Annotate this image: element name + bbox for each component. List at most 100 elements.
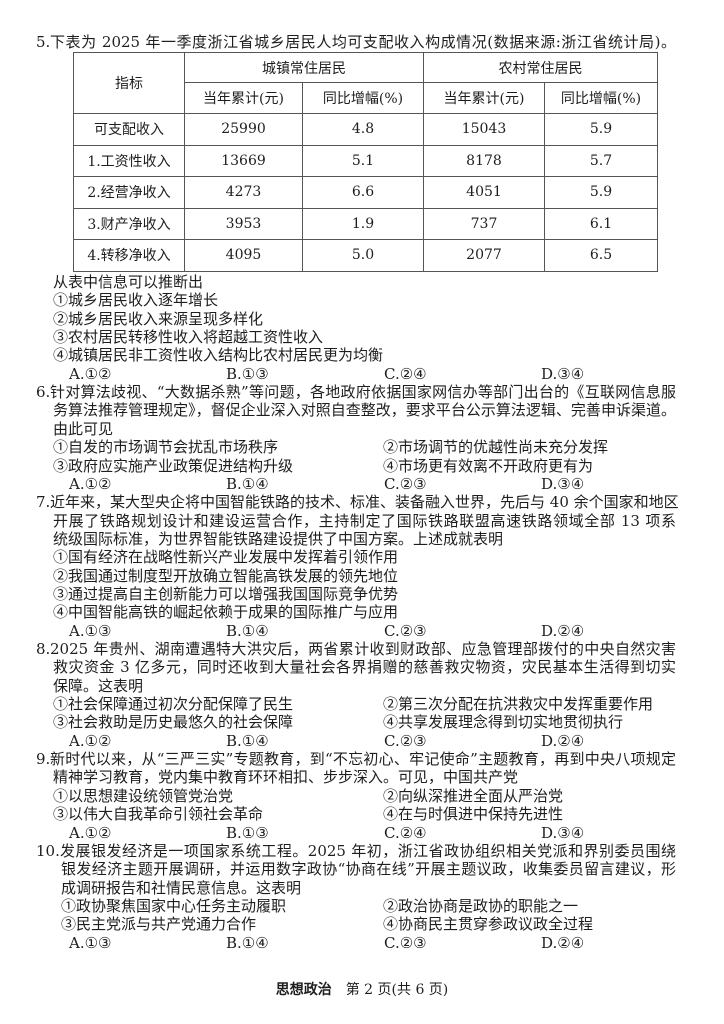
answer-choice[interactable]: C.②④ [384, 823, 427, 842]
question-stem: 针对算法歧视、“大数据杀熟”等问题，各地政府依据国家网信办等部门出台的《互联网信… [50, 383, 676, 402]
option-statement: ①政协聚焦国家中心任务主动履职 [61, 896, 287, 915]
table-cell: 2077 [423, 239, 545, 272]
option-statement: ②第三次分配在抗洪救灾中发挥重要作用 [383, 695, 654, 714]
question-stem: 救灾资金 3 亿多元，同时还收到大量社会各界捐赠的慈善救灾物资，灾民基本生活得到… [53, 658, 676, 677]
answer-choice[interactable]: D.②④ [541, 621, 585, 640]
question-stem-line: 6. 针对算法歧视、“大数据杀熟”等问题，各地政府依据国家网信办等部门出台的《互联… [0, 383, 724, 401]
answer-choices: A.①② B.①④ C.②③ D.②④ [0, 732, 724, 750]
question-stem-line: 9. 新时代以来，从“三严三实”专题教育，到“不忘初心、牢记使命”主题教育，再到中… [0, 750, 724, 768]
table-cell: 6.1 [544, 207, 658, 240]
answer-choice[interactable]: B.①③ [226, 823, 269, 842]
answer-choice[interactable]: A.①② [69, 474, 112, 493]
answer-choices: A.①③ B.①④ C.②③ D.②④ [0, 934, 724, 952]
table-group-header: 城镇常住居民 [184, 52, 424, 83]
answer-choice[interactable]: D.②④ [541, 933, 585, 952]
table-row: 3.财产净收入 3953 1.9 737 6.1 [73, 207, 658, 240]
question-stem-line: 开展了铁路规划设计和建设运营合作，主持制定了国际铁路联盟高速铁路领域全部 13 … [0, 512, 724, 530]
question-stem: 发展银发经济是一项国家系统工程。2025 年初，浙江省政协组织相关党派和界别委员… [60, 841, 676, 860]
option-statement: ③民主党派与共产党通力合作 [61, 915, 257, 934]
question-number: 7. [36, 493, 51, 512]
table-cell: 1.9 [302, 207, 424, 240]
option-statement: ④城镇居民非工资性收入结构比农村居民更为均衡 [53, 346, 384, 365]
answer-choice[interactable]: D.③④ [541, 364, 585, 383]
answer-choice[interactable]: C.②③ [384, 474, 427, 493]
table-cell: 5.0 [302, 239, 424, 272]
question-stem: 务算法推荐管理规定》，督促企业深入对照自查整改，要求平台公示算法逻辑、完善申诉渠… [53, 401, 676, 420]
question-stem-line: 银发经济主题开展调研，并运用数字政协“协商在线”开展主题议政，收集委员留言建议，… [0, 860, 724, 878]
option-statement: ③政府应实施产业政策促进结构升级 [53, 456, 294, 475]
table-row: 2.经营净收入 4273 6.6 4051 5.9 [73, 176, 658, 209]
option-statement: ④市场更有效离不开政府更有为 [383, 456, 594, 475]
table-cell: 6.6 [302, 176, 424, 209]
option-statement: ①以思想建设统领管党治党 [53, 786, 234, 805]
table-subheader: 同比增幅(%) [544, 82, 658, 114]
answer-choice[interactable]: B.①④ [226, 621, 269, 640]
row-label: 可支配收入 [73, 113, 185, 146]
question-stem-line: 务算法推荐管理规定》，督促企业深入对照自查整改，要求平台公示算法逻辑、完善申诉渠… [0, 401, 724, 419]
answer-choice[interactable]: C.②③ [384, 731, 427, 750]
question-stem-line: 成调研报告和社情民意信息。这表明 [0, 879, 724, 897]
table-cell: 8178 [423, 144, 545, 177]
table-cell: 13669 [184, 144, 303, 177]
answer-choice[interactable]: C.②③ [384, 933, 427, 952]
table-cell: 737 [423, 207, 545, 240]
answer-choice[interactable]: A.①② [69, 731, 112, 750]
table-cell: 5.9 [544, 176, 658, 209]
option-row: ④中国智能高铁的崛起依赖于成果的国际推广与应用 [0, 603, 724, 621]
option-row: ③通过提高自主创新能力可以增强我国国际竞争优势 [0, 585, 724, 603]
page-number: 第 2 页(共 6 页) [345, 982, 449, 998]
answer-choice[interactable]: A.①③ [69, 933, 112, 952]
option-statement: ①城乡居民收入逐年增长 [53, 291, 219, 310]
option-row: ③政府应实施产业政策促进结构升级 ④市场更有效离不开政府更有为 [0, 457, 724, 475]
row-label: 1.工资性收入 [73, 144, 185, 177]
answer-choice[interactable]: C.②③ [384, 621, 427, 640]
option-statement: ④共享发展理念得到切实地贯彻执行 [383, 713, 624, 732]
option-statement: ③通过提高自主创新能力可以增强我国国际竞争优势 [53, 584, 399, 603]
option-statement: ②我国通过制度型开放确立智能高铁发展的领先地位 [53, 566, 399, 585]
option-row: ③民主党派与共产党通力合作 ④协商民主贯穿参政议政全过程 [0, 915, 724, 933]
answer-choice[interactable]: C.②④ [384, 364, 427, 383]
answer-choice[interactable]: B.①④ [226, 731, 269, 750]
question-stem: 精神学习教育，党内集中教育环环相扣、步步深入。可见，中国共产党 [53, 768, 519, 787]
question-number: 9. [36, 750, 51, 769]
table-row: 可支配收入 25990 4.8 15043 5.9 [73, 113, 658, 146]
option-statement: ①社会保障通过初次分配保障了民生 [53, 695, 294, 714]
table-cell: 6.5 [544, 239, 658, 272]
question-stem: 成调研报告和社情民意信息。这表明 [61, 878, 302, 897]
row-label: 3.财产净收入 [73, 207, 185, 240]
table-cell: 25990 [184, 113, 303, 146]
answer-choice[interactable]: B.①③ [226, 364, 269, 383]
table-cell: 4051 [423, 176, 545, 209]
subject-name: 思想政治 [275, 982, 332, 998]
question-stem: 统级国际标准，为世界智能铁路建设提供了中国方案。上述成就表明 [53, 529, 504, 548]
answer-choices: A.①② B.①③ C.②④ D.③④ [0, 365, 724, 383]
answer-choice[interactable]: D.②④ [541, 731, 585, 750]
answer-choice[interactable]: B.①④ [226, 933, 269, 952]
answer-choice[interactable]: D.③④ [541, 474, 585, 493]
table-cell: 3953 [184, 207, 303, 240]
table-cell: 4.8 [302, 113, 424, 146]
option-statement: ①国有经济在战略性新兴产业发展中发挥着引领作用 [53, 548, 399, 567]
answer-choices: A.①③ B.①④ C.②③ D.②④ [0, 622, 724, 640]
question-stem-line: 8. 2025 年贵州、湖南遭遇特大洪灾后，两省累计收到财政部、应急管理部拨付的中… [0, 640, 724, 658]
question-stem: 近年来，某大型央企将中国智能铁路的技术、标准、装备融入世界，先后与 40 余个国… [50, 493, 679, 512]
question-stem-line: 10. 发展银发经济是一项国家系统工程。2025 年初，浙江省政协组织相关党派和界… [0, 842, 724, 860]
question-stem-line: 救灾资金 3 亿多元，同时还收到大量社会各界捐赠的慈善救灾物资，灾民基本生活得到… [0, 658, 724, 676]
answer-choice[interactable]: B.①④ [226, 474, 269, 493]
table-cell: 15043 [423, 113, 545, 146]
answer-choice[interactable]: A.①② [69, 364, 112, 383]
answer-choice[interactable]: D.③④ [541, 823, 585, 842]
option-row: ①自发的市场调节会扰乱市场秩序 ②市场调节的优越性尚未充分发挥 [0, 438, 724, 456]
answer-choice[interactable]: A.①② [69, 823, 112, 842]
option-row: ④城镇居民非工资性收入结构比农村居民更为均衡 [0, 346, 724, 364]
option-row: ①社会保障通过初次分配保障了民生 ②第三次分配在抗洪救灾中发挥重要作用 [0, 695, 724, 713]
question-number: 6. [36, 383, 51, 402]
question-stem: 开展了铁路规划设计和建设运营合作，主持制定了国际铁路联盟高速铁路领域全部 13 … [53, 511, 676, 530]
option-row: ③以伟大自我革命引领社会革命 ④在与时俱进中保持先进性 [0, 805, 724, 823]
answer-choice[interactable]: A.①③ [69, 621, 112, 640]
option-row: ①国有经济在战略性新兴产业发展中发挥着引领作用 [0, 548, 724, 566]
page-footer: 思想政治第 2 页(共 6 页) [0, 979, 724, 999]
row-label: 2.经营净收入 [73, 176, 185, 209]
option-statement: ④中国智能高铁的崛起依赖于成果的国际推广与应用 [53, 603, 399, 622]
question-stem-line: 从表中信息可以推断出 [0, 273, 724, 291]
